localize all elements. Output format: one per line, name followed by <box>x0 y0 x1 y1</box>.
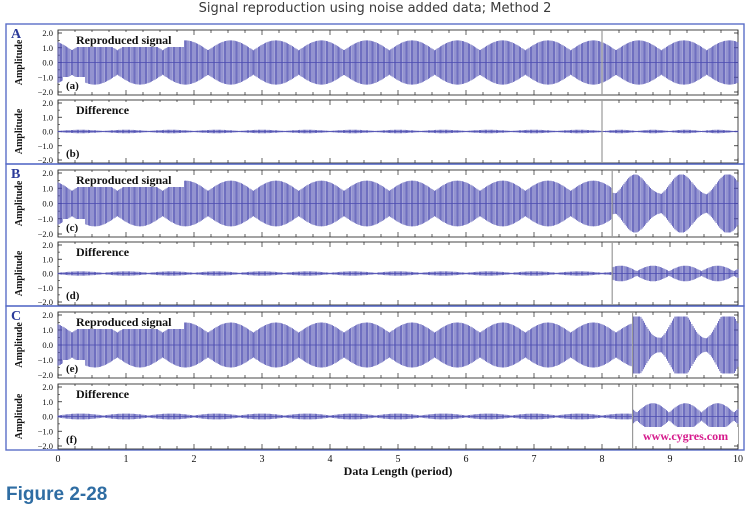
difference-series <box>57 129 739 134</box>
x-tick-label: 2 <box>192 454 197 465</box>
panel-title-background <box>72 102 184 117</box>
x-tick-label: 5 <box>396 454 401 465</box>
y-tick-label: −2.0 <box>38 155 53 165</box>
panel-label-background <box>63 431 85 446</box>
y-tick-label: −1.0 <box>38 283 53 293</box>
x-tick-label: 3 <box>260 454 265 465</box>
panel-label: (b) <box>66 148 80 160</box>
group-box <box>5 305 745 451</box>
figure-caption: Figure 2-28 <box>6 484 108 505</box>
panel-title: Difference <box>76 387 130 401</box>
x-tick-label: 0 <box>56 454 61 465</box>
y-tick-label: −1.0 <box>38 72 53 82</box>
panel-label-background <box>63 77 85 92</box>
y-tick-label: 1.0 <box>42 254 53 264</box>
y-tick-label: −2.0 <box>38 370 53 380</box>
y-tick-label: 1.0 <box>42 43 53 53</box>
reproduced-signal-series <box>57 174 739 233</box>
y-tick-label: 0.0 <box>42 340 53 350</box>
panel-title: Difference <box>76 245 130 259</box>
x-tick-label: 6 <box>464 454 469 465</box>
y-tick-label: −2.0 <box>38 229 53 239</box>
group-letter: B <box>11 167 20 182</box>
y-axis-label: Amplitude <box>14 39 25 85</box>
y-axis-label: Amplitude <box>14 180 25 226</box>
y-tick-label: −2.0 <box>38 297 53 307</box>
y-tick-label: 2.0 <box>42 168 53 178</box>
panel-label: (a) <box>66 80 79 92</box>
y-tick-label: 1.0 <box>42 325 53 335</box>
panel-label: (f) <box>66 434 77 446</box>
x-tick-label: 4 <box>328 454 333 465</box>
x-tick-label: 7 <box>532 454 537 465</box>
y-tick-label: 0.0 <box>42 127 53 137</box>
y-axis-label: Amplitude <box>14 393 25 439</box>
panel-label-background <box>63 287 85 302</box>
y-tick-label: 0.0 <box>42 58 53 68</box>
reproduced-signal-series <box>57 316 739 374</box>
y-tick-label: 1.0 <box>42 397 53 407</box>
x-tick-label: 10 <box>733 454 743 465</box>
y-tick-label: 2.0 <box>42 28 53 38</box>
y-tick-label: 2.0 <box>42 310 53 320</box>
panel-label-background <box>63 219 85 234</box>
y-tick-label: 1.0 <box>42 183 53 193</box>
y-tick-label: 2.0 <box>42 98 53 108</box>
y-axis-label: Amplitude <box>14 108 25 154</box>
y-tick-label: −2.0 <box>38 87 53 97</box>
y-tick-label: 0.0 <box>42 412 53 422</box>
panel-title: Difference <box>76 103 130 117</box>
y-tick-label: 2.0 <box>42 382 53 392</box>
difference-series <box>57 265 739 282</box>
panel-label-background <box>63 145 85 160</box>
panel-label: (c) <box>66 222 79 234</box>
y-tick-label: −1.0 <box>38 426 53 436</box>
panel-label: (e) <box>66 363 79 375</box>
y-tick-label: −1.0 <box>38 355 53 365</box>
y-axis-label: Amplitude <box>14 250 25 296</box>
x-tick-label: 9 <box>668 454 673 465</box>
y-tick-label: −1.0 <box>38 214 53 224</box>
chart: A 2.0 1.0 0.0 −1.0 −2.0 Amplitude Reproduced si… <box>5 23 745 478</box>
panel-title: Reproduced signal <box>76 173 172 187</box>
group-letter: A <box>11 27 22 42</box>
panel-title: Reproduced signal <box>76 315 172 329</box>
watermark-background <box>640 427 738 444</box>
y-tick-label: 2.0 <box>42 240 53 250</box>
y-tick-label: 1.0 <box>42 112 53 122</box>
panel-title-background <box>72 244 184 259</box>
panel-title-background <box>72 386 184 401</box>
y-tick-label: −2.0 <box>38 441 53 451</box>
x-tick-label: 8 <box>600 454 605 465</box>
panel-title-background <box>72 314 184 329</box>
y-tick-label: 0.0 <box>42 269 53 279</box>
panel-title: Reproduced signal <box>76 33 172 47</box>
panel-label-background <box>63 360 85 375</box>
y-tick-label: 0.0 <box>42 199 53 209</box>
panel-title-background <box>72 32 184 47</box>
figure-title: Signal reproduction using noise added da… <box>198 1 552 16</box>
watermark: www.cygres.com <box>643 429 728 443</box>
reproduced-signal-series <box>57 40 739 85</box>
group-letter: C <box>11 309 21 324</box>
y-tick-label: −1.0 <box>38 141 53 151</box>
x-axis-label: Data Length (period) <box>344 464 453 478</box>
panel-label: (d) <box>66 290 80 302</box>
y-axis-label: Amplitude <box>14 322 25 368</box>
difference-series <box>57 403 739 430</box>
panel-title-background <box>72 172 184 187</box>
x-tick-label: 1 <box>124 454 129 465</box>
